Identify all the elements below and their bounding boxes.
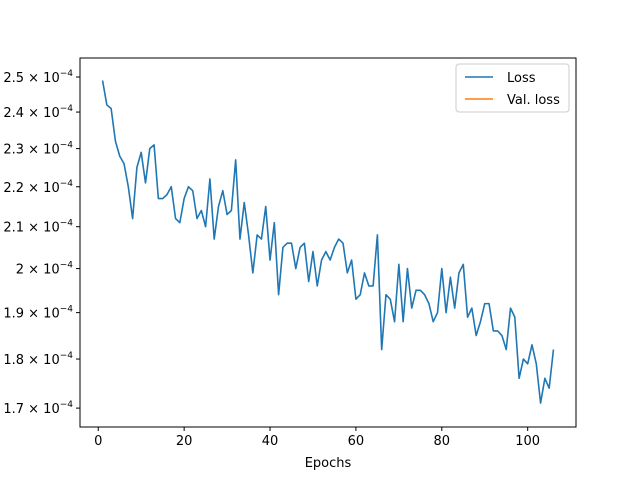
legend-label-1: Val. loss [507,93,560,108]
legend-box [455,63,570,113]
series-line-0 [101,80,555,404]
y-tick-label: 2.3 × 10−4 [3,141,73,158]
axes: 0 20 40 60 80 100 1.7 × 10−4 1.8 × 10−4 1.9 × 10… [3,57,577,449]
y-tick-label: 2.2 × 10−4 [3,179,73,196]
y-tick-label: 2 × 10−4 [16,261,74,278]
x-tick-label: 40 [262,434,279,449]
x-tick-label: 60 [348,434,365,449]
legend: Loss Val. loss [455,63,570,113]
axes-frame [79,57,577,428]
x-tick-label: 20 [176,434,193,449]
x-tick-label: 80 [434,434,451,449]
y-tick-label: 2.4 × 10−4 [3,104,73,121]
y-tick-label: 1.9 × 10−4 [3,305,73,322]
y-tick-label: 2.5 × 10−4 [3,69,73,86]
x-tick-label: 0 [94,434,102,449]
x-axis-label: Epochs [305,456,352,471]
legend-label-0: Loss [507,71,536,86]
y-tick-label: 1.7 × 10−4 [3,400,73,417]
y-tick-label: 1.8 × 10−4 [3,351,73,368]
y-tick-label: 2.1 × 10−4 [3,219,73,236]
x-tick-label: 100 [515,434,540,449]
plot-area [101,80,555,404]
